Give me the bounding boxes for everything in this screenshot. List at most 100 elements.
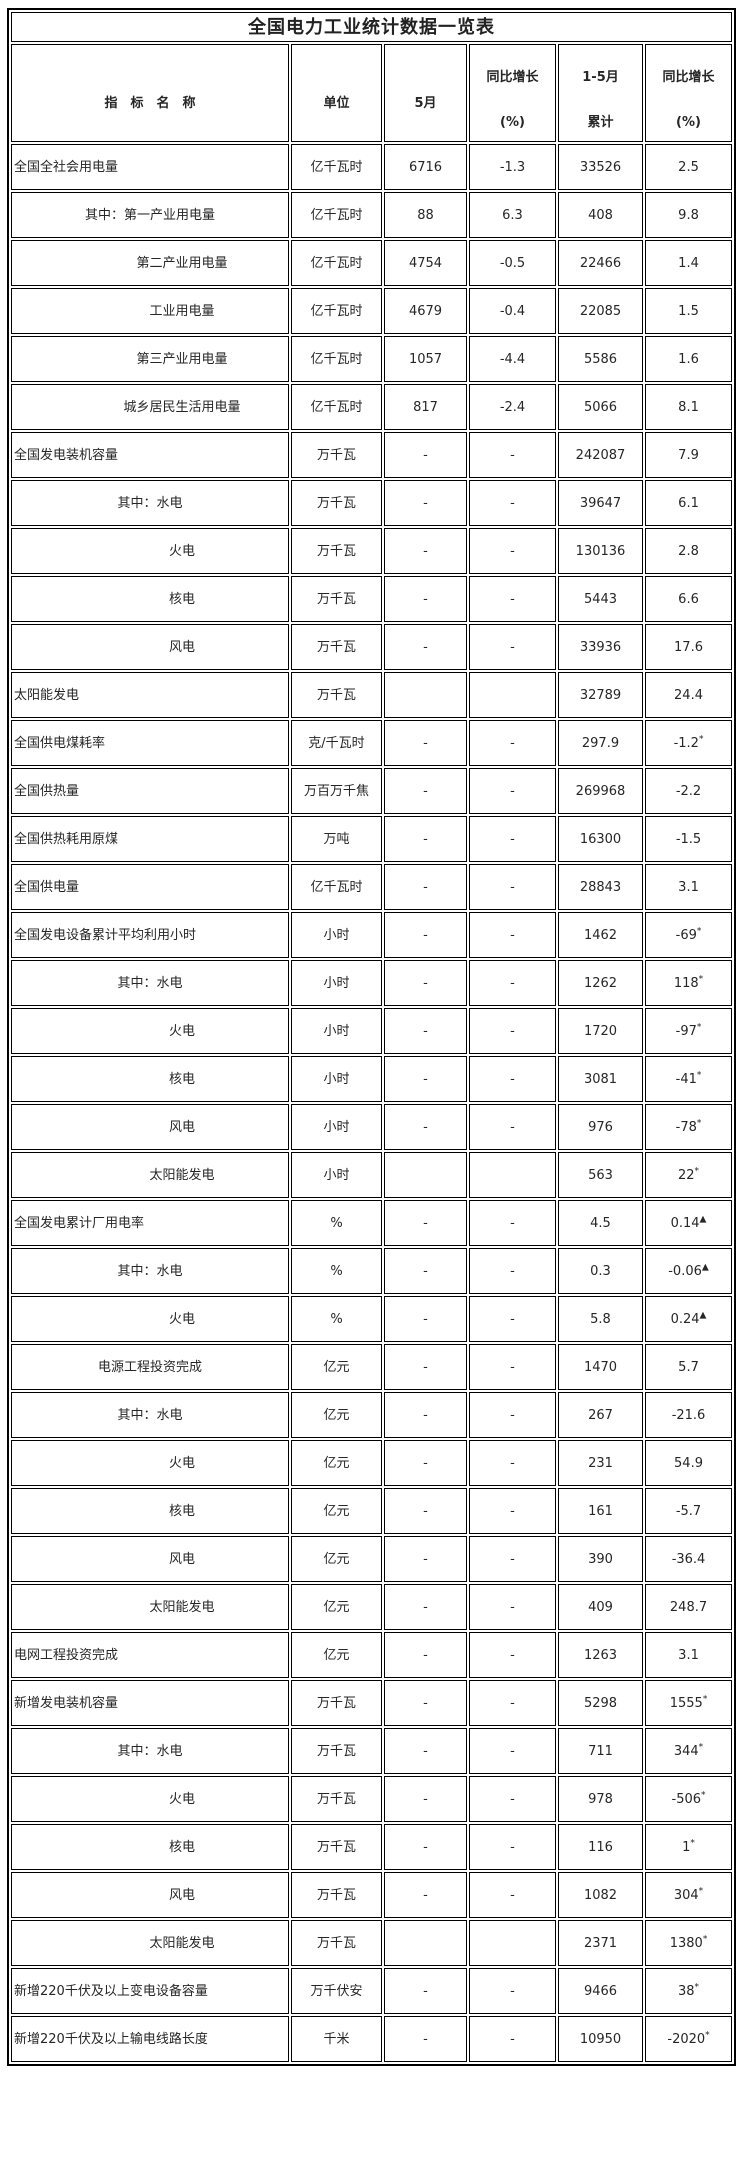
footnote-marker: *: [694, 1166, 700, 1177]
table-row: 风电 小时 - -976 -78*: [11, 1104, 733, 1150]
cumulative-yoy-cell: -2.2: [645, 768, 733, 814]
unit-cell: 亿元: [291, 1536, 382, 1582]
table-row: 核电 小时 - -3081 -41*: [11, 1056, 733, 1102]
cumulative-yoy-cell: 304*: [645, 1872, 733, 1918]
cumulative-yoy-cell: -69*: [645, 912, 733, 958]
table-row: 火电 万千瓦 - -130136 2.8: [11, 528, 733, 574]
cumulative-yoy-cell: 1.5: [645, 288, 733, 334]
unit-cell: 亿千瓦时: [291, 144, 382, 190]
table-row: 风电 万千瓦 - -33936 17.6: [11, 624, 733, 670]
may-yoy-cell: -: [469, 1200, 556, 1246]
cumulative-yoy-cell: 22*: [645, 1152, 733, 1198]
may-yoy-cell: -: [469, 1584, 556, 1630]
cumulative-yoy-cell: -78*: [645, 1104, 733, 1150]
footnote-marker: ▲: [701, 1262, 709, 1273]
footnote-marker: *: [696, 926, 702, 937]
cumulative-value-cell: 267: [558, 1392, 643, 1438]
cumulative-yoy-cell: 0.14▲: [645, 1200, 733, 1246]
cumulative-value-cell: 3081: [558, 1056, 643, 1102]
may-value-cell: -: [384, 1392, 467, 1438]
table-row: 全国供电煤耗率 克/千瓦时 - -297.9 -1.2*: [11, 720, 733, 766]
cumulative-yoy-cell: 54.9: [645, 1440, 733, 1486]
table-row: 风电 万千瓦 - -1082 304*: [11, 1872, 733, 1918]
indicator-name-cell: 风电: [11, 1872, 289, 1918]
unit-cell: 小时: [291, 1152, 382, 1198]
unit-cell: 万千瓦: [291, 432, 382, 478]
indicator-name-cell: 火电: [11, 1440, 289, 1486]
cumulative-value-cell: 408: [558, 192, 643, 238]
may-value-cell: 4679: [384, 288, 467, 334]
indicator-name-cell: 风电: [11, 1104, 289, 1150]
cumulative-yoy-cell: 6.6: [645, 576, 733, 622]
footnote-marker: *: [694, 1982, 700, 1993]
indicator-name-cell: 全国全社会用电量: [11, 144, 289, 190]
cumulative-value-cell: 28843: [558, 864, 643, 910]
indicator-name-cell: 其中：水电: [11, 480, 289, 526]
indicator-name-cell: 风电: [11, 1536, 289, 1582]
unit-cell: %: [291, 1200, 382, 1246]
indicator-name-cell: 全国供热量: [11, 768, 289, 814]
cumulative-value-cell: 33526: [558, 144, 643, 190]
unit-cell: 亿元: [291, 1440, 382, 1486]
may-value-cell: -: [384, 1200, 467, 1246]
cumulative-value-cell: 116: [558, 1824, 643, 1870]
may-yoy-cell: -: [469, 1296, 556, 1342]
unit-cell: 万千瓦: [291, 1728, 382, 1774]
may-value-cell: -: [384, 480, 467, 526]
cumulative-yoy-cell: 344*: [645, 1728, 733, 1774]
may-yoy-cell: -: [469, 1104, 556, 1150]
may-yoy-cell: -: [469, 1440, 556, 1486]
table-row: 新增发电装机容量 万千瓦 - -5298 1555*: [11, 1680, 733, 1726]
table-row: 其中：第一产业用电量 亿千瓦时 88 6.3 408 9.8: [11, 192, 733, 238]
may-yoy-cell: -2.4: [469, 384, 556, 430]
cumulative-yoy-cell: -2020*: [645, 2016, 733, 2062]
indicator-name-cell: 工业用电量: [11, 288, 289, 334]
cumulative-yoy-cell: -1.5: [645, 816, 733, 862]
cumulative-value-cell: 563: [558, 1152, 643, 1198]
unit-cell: %: [291, 1248, 382, 1294]
may-value-cell: -: [384, 1008, 467, 1054]
statistics-table: 全国电力工业统计数据一览表 指 标 名 称 单位 5月 同比增长 (%) 1-5…: [7, 8, 737, 2066]
may-yoy-cell: -: [469, 1488, 556, 1534]
cumulative-value-cell: 1082: [558, 1872, 643, 1918]
may-yoy-cell: -0.4: [469, 288, 556, 334]
may-yoy-cell: -: [469, 1824, 556, 1870]
may-value-cell: -: [384, 864, 467, 910]
may-yoy-cell: -: [469, 1248, 556, 1294]
cumulative-value-cell: 390: [558, 1536, 643, 1582]
unit-cell: 万千瓦: [291, 1824, 382, 1870]
cumulative-value-cell: 978: [558, 1776, 643, 1822]
cumulative-yoy-cell: -506*: [645, 1776, 733, 1822]
may-yoy-cell: -: [469, 720, 556, 766]
may-value-cell: [384, 1152, 467, 1198]
indicator-name-cell: 电源工程投资完成: [11, 1344, 289, 1390]
may-value-cell: -: [384, 1968, 467, 2014]
cumulative-value-cell: 1470: [558, 1344, 643, 1390]
table-body: 全国全社会用电量 亿千瓦时 6716 -1.3 33526 2.5 其中：第一产业用电量 亿千…: [11, 144, 733, 2062]
unit-cell: 万千瓦: [291, 1776, 382, 1822]
cumulative-value-cell: 297.9: [558, 720, 643, 766]
may-value-cell: -: [384, 1056, 467, 1102]
footnote-marker: *: [698, 734, 704, 745]
cumulative-value-cell: 5586: [558, 336, 643, 382]
table-row: 全国供电量 亿千瓦时 - -28843 3.1: [11, 864, 733, 910]
table-row: 新增220千伏及以上输电线路长度 千米 - -10950 -2020*: [11, 2016, 733, 2062]
cumulative-yoy-cell: 38*: [645, 1968, 733, 2014]
may-yoy-cell: -4.4: [469, 336, 556, 382]
unit-cell: 万千瓦: [291, 624, 382, 670]
cumulative-yoy-cell: -0.06▲: [645, 1248, 733, 1294]
indicator-name-cell: 风电: [11, 624, 289, 670]
cumulative-yoy-cell: 1380*: [645, 1920, 733, 1966]
table-row: 城乡居民生活用电量 亿千瓦时 817 -2.4 5066 8.1: [11, 384, 733, 430]
indicator-name-cell: 全国供电量: [11, 864, 289, 910]
column-header-yoy-may-line2: (%): [500, 115, 525, 130]
may-yoy-cell: -: [469, 576, 556, 622]
unit-cell: 亿元: [291, 1488, 382, 1534]
footnote-marker: *: [696, 1070, 702, 1081]
cumulative-yoy-cell: 7.9: [645, 432, 733, 478]
indicator-name-cell: 太阳能发电: [11, 1152, 289, 1198]
unit-cell: 万千瓦: [291, 1920, 382, 1966]
unit-cell: 千米: [291, 2016, 382, 2062]
cumulative-value-cell: 32789: [558, 672, 643, 718]
cumulative-yoy-cell: -21.6: [645, 1392, 733, 1438]
